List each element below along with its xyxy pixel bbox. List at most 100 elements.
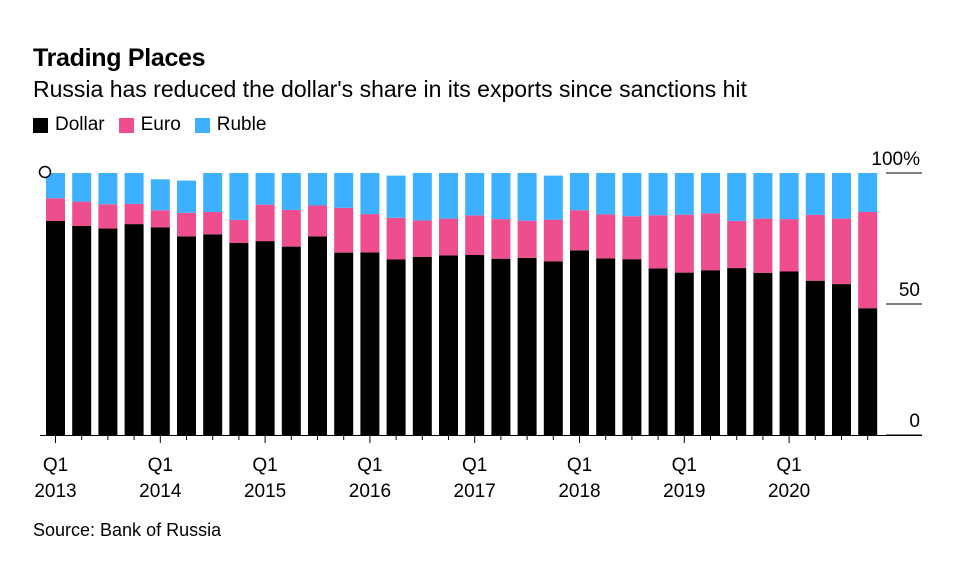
bar-dollar-q1-2014 bbox=[150, 227, 170, 435]
x-tick-label-year-2019: 2019 bbox=[663, 481, 705, 502]
axes-group: 0 50 100% Q1 2013 Q1 2014 Q1 2015 Q1 2016 Q1 2017 Q1 2… bbox=[34, 149, 922, 502]
bar-ruble-q2-2017 bbox=[491, 173, 511, 220]
bar-dollar-q4-2013 bbox=[124, 224, 144, 435]
x-tick-label-quarter-2016: Q1 bbox=[357, 455, 382, 476]
bar-euro-q2-2013 bbox=[72, 201, 92, 226]
bar-euro-q2-2014 bbox=[177, 212, 196, 237]
bar-dollar-q2-2016 bbox=[386, 259, 406, 435]
bar-ruble-q3-2015 bbox=[308, 173, 327, 206]
bar-dollar-q3-2019 bbox=[727, 268, 747, 435]
bar-dollar-q2-2013 bbox=[72, 225, 92, 435]
bar-ruble-q1-2014 bbox=[150, 179, 170, 211]
bar-dollar-q2-2019 bbox=[701, 270, 720, 435]
bar-ruble-q2-2015 bbox=[281, 173, 301, 210]
bar-euro-q4-2018 bbox=[648, 215, 668, 269]
bar-dollar-q2-2020 bbox=[805, 280, 825, 435]
chart-title: Trading Places bbox=[33, 44, 206, 72]
bar-dollar-q1-2020 bbox=[779, 271, 799, 435]
bar-ruble-q3-2020 bbox=[832, 173, 851, 219]
bar-euro-q4-2019 bbox=[753, 218, 773, 273]
legend-swatch-dollar bbox=[33, 117, 48, 133]
bar-euro-q1-2015 bbox=[255, 204, 275, 242]
x-tick-label-year-2017: 2017 bbox=[454, 481, 496, 502]
bar-dollar-q3-2016 bbox=[412, 256, 432, 435]
y-tick-label-100: 100% bbox=[871, 149, 920, 170]
bar-ruble-q4-2015 bbox=[334, 173, 354, 208]
bar-ruble-q2-2016 bbox=[386, 175, 406, 218]
bar-euro-q1-2016 bbox=[360, 214, 380, 253]
x-tick-label-quarter-2019: Q1 bbox=[672, 455, 697, 476]
bar-euro-q1-2017 bbox=[465, 215, 485, 255]
bar-ruble-q3-2018 bbox=[622, 173, 642, 217]
bar-ruble-q1-2013 bbox=[46, 173, 65, 199]
bar-dollar-q2-2014 bbox=[177, 236, 196, 435]
x-tick-label-year-2016: 2016 bbox=[349, 481, 391, 502]
x-tick-label-quarter-2013: Q1 bbox=[43, 455, 68, 476]
x-tick-label-quarter-2014: Q1 bbox=[148, 455, 173, 476]
bar-dollar-q1-2016 bbox=[360, 252, 380, 435]
bar-euro-q4-2016 bbox=[439, 218, 458, 256]
legend-label-dollar: Dollar bbox=[55, 114, 105, 135]
start-marker-icon bbox=[38, 165, 52, 179]
bar-euro-q1-2019 bbox=[674, 214, 694, 273]
x-tick-label-quarter-2015: Q1 bbox=[252, 455, 277, 476]
bar-ruble-q4-2019 bbox=[753, 173, 773, 219]
bar-ruble-q3-2017 bbox=[517, 173, 537, 221]
bar-ruble-q4-2017 bbox=[543, 175, 563, 220]
bar-euro-q4-2015 bbox=[334, 207, 354, 253]
bar-dollar-q2-2015 bbox=[281, 246, 301, 435]
legend-item-dollar: Dollar bbox=[33, 114, 105, 136]
bar-ruble-q3-2019 bbox=[727, 173, 747, 221]
bar-euro-q2-2019 bbox=[701, 213, 720, 271]
bar-dollar-q4-2016 bbox=[439, 255, 458, 435]
bar-euro-q3-2020 bbox=[832, 218, 851, 285]
bar-ruble-q2-2013 bbox=[72, 173, 92, 202]
bar-euro-q1-2014 bbox=[150, 210, 170, 228]
bar-ruble-q1-2015 bbox=[255, 173, 275, 205]
bar-dollar-q3-2018 bbox=[622, 259, 642, 435]
bar-dollar-q3-2020 bbox=[832, 284, 851, 435]
bar-euro-q3-2013 bbox=[98, 204, 118, 229]
bar-ruble-q2-2019 bbox=[701, 173, 720, 214]
x-tick-label-quarter-2018: Q1 bbox=[567, 455, 592, 476]
bar-euro-q4-2020 bbox=[858, 212, 878, 309]
bar-euro-q4-2017 bbox=[543, 219, 563, 262]
legend-item-ruble: Ruble bbox=[194, 114, 267, 136]
legend-swatch-euro bbox=[118, 117, 134, 133]
bar-ruble-q4-2014 bbox=[229, 173, 249, 220]
bar-dollar-q3-2013 bbox=[98, 228, 118, 435]
bar-dollar-q3-2015 bbox=[308, 236, 327, 435]
y-tick-label-0: 0 bbox=[909, 411, 920, 432]
bar-ruble-q4-2016 bbox=[439, 173, 458, 219]
bar-ruble-q2-2020 bbox=[805, 173, 825, 215]
bar-dollar-q4-2020 bbox=[858, 308, 878, 435]
x-tick-label-year-2018: 2018 bbox=[558, 481, 600, 502]
bar-euro-q1-2020 bbox=[779, 219, 799, 272]
legend-label-euro: Euro bbox=[140, 114, 181, 135]
bar-dollar-q3-2014 bbox=[203, 234, 223, 435]
bar-euro-q3-2014 bbox=[203, 212, 223, 235]
bar-ruble-q1-2019 bbox=[674, 173, 694, 215]
x-tick-label-quarter-2017: Q1 bbox=[462, 455, 487, 476]
chart-legend: Dollar Euro Ruble bbox=[33, 114, 280, 136]
bar-ruble-q1-2020 bbox=[779, 173, 799, 220]
bar-dollar-q2-2017 bbox=[491, 258, 511, 435]
bar-ruble-q1-2017 bbox=[465, 173, 485, 216]
bar-ruble-q3-2013 bbox=[98, 173, 118, 205]
bar-dollar-q1-2013 bbox=[46, 220, 65, 435]
bar-dollar-q4-2015 bbox=[334, 252, 354, 435]
bar-dollar-q1-2015 bbox=[255, 241, 275, 435]
bar-euro-q1-2013 bbox=[46, 198, 65, 221]
legend-label-ruble: Ruble bbox=[216, 114, 267, 135]
bar-euro-q2-2017 bbox=[491, 219, 511, 259]
bar-euro-q2-2015 bbox=[281, 209, 301, 247]
bar-ruble-q3-2014 bbox=[203, 173, 223, 212]
bar-euro-q2-2018 bbox=[596, 214, 616, 259]
bar-euro-q3-2018 bbox=[622, 216, 642, 260]
bar-euro-q3-2016 bbox=[412, 220, 432, 257]
x-tick-label-year-2014: 2014 bbox=[139, 481, 182, 502]
bar-dollar-q4-2014 bbox=[229, 243, 249, 435]
bar-euro-q4-2014 bbox=[229, 219, 249, 243]
bar-euro-q4-2013 bbox=[124, 203, 144, 225]
y-tick-label-50: 50 bbox=[899, 280, 920, 301]
